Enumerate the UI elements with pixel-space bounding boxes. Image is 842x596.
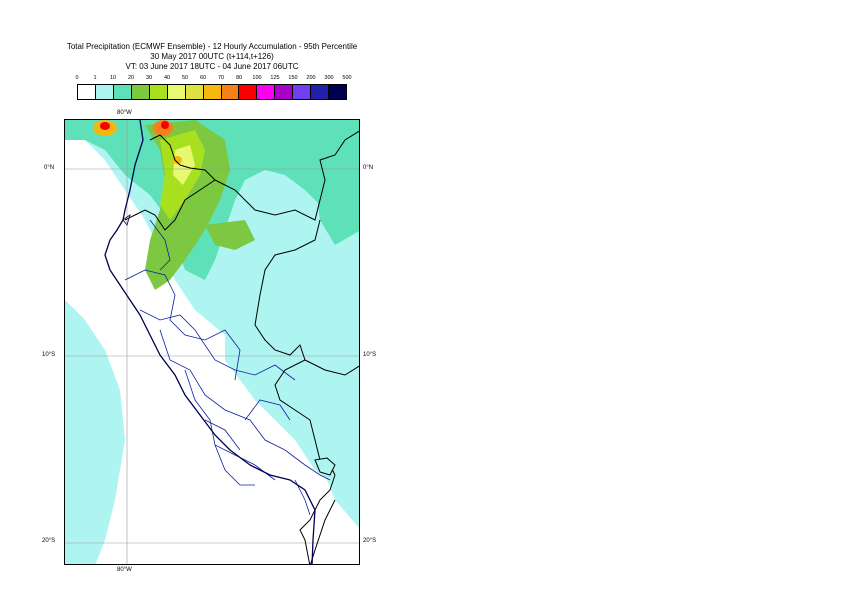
legend-label-12: 150 [288,75,298,81]
lat-label-right-0: 0°N [363,165,374,171]
chart-title: Total Precipitation (ECMWF Ensemble) - 1… [0,42,424,72]
legend-label-2: 10 [109,75,117,81]
legend-label-0: 0 [75,75,79,81]
legend-label-7: 60 [199,75,207,81]
color-legend: 0 1 10 20 30 40 50 60 70 80 100 125 150 200 300 500 [75,75,352,100]
border-peru-colombia [214,130,359,221]
border-peru-brazil [254,219,336,476]
lat-label-left-0: 0°N [44,165,55,171]
precip-core-center [172,156,182,164]
coastline [104,120,316,564]
lon-label-bottom: 80°W [117,567,132,573]
legend-swatch-13 [311,85,330,99]
border-colombia-ecuador [149,134,216,181]
gulf-guayaquil [122,213,131,226]
legend-labels: 0 1 10 20 30 40 50 60 70 80 100 125 150 200 300 500 [75,75,351,84]
legend-label-5: 40 [163,75,171,81]
legend-swatch-4 [149,85,168,99]
legend-swatch-2 [113,85,132,99]
legend-swatch-12 [293,85,312,99]
legend-swatch-1 [95,85,114,99]
border-brazil-bolivia [304,359,359,376]
legend-swatch-7 [203,85,222,99]
precip-shading [65,120,359,564]
lat-label-right-10s: 10°S [363,352,377,358]
lat-label-left-20s: 20°S [42,538,56,544]
precip-core-north-red [161,121,169,129]
legend-color-bar [77,84,347,100]
map-svg [65,120,359,564]
lon-label-top: 80°W [117,110,132,116]
precip-area-20-30-b [205,220,255,250]
legend-label-15: 500 [342,75,352,81]
legend-label-11: 125 [270,75,280,81]
legend-swatch-3 [131,85,150,99]
legend-label-9: 80 [235,75,243,81]
legend-swatch-8 [221,85,240,99]
legend-swatch-10 [257,85,276,99]
admin-boundaries [124,219,331,516]
lake-titicaca [314,457,336,476]
lat-label-right-20s: 20°S [363,538,377,544]
border-peru-bolivia [299,474,336,564]
legend-label-4: 30 [145,75,153,81]
title-line-2: 30 May 2017 00UTC (t+114,t+126) [150,52,274,61]
precip-area-1-10-west [65,300,125,564]
lat-label-left-10s: 10°S [42,352,56,358]
precipitation-map [64,119,360,565]
title-line-3: VT: 03 June 2017 18UTC - 04 June 2017 06… [125,62,299,71]
border-ecuador-peru [124,179,216,231]
legend-label-6: 50 [181,75,189,81]
legend-label-1: 1 [93,75,97,81]
legend-label-10: 100 [252,75,262,81]
legend-swatch-5 [167,85,186,99]
legend-label-14: 300 [324,75,334,81]
legend-label-8: 70 [217,75,225,81]
legend-swatch-9 [239,85,258,99]
legend-swatch-6 [185,85,204,99]
precip-area-40-50 [173,145,195,185]
precip-area-1-10 [65,120,359,528]
title-line-1: Total Precipitation (ECMWF Ensemble) - 1… [66,42,358,51]
legend-label-3: 20 [127,75,135,81]
graticule [65,120,359,564]
precip-area-10-20-b [315,160,359,245]
legend-swatch-0 [78,85,96,99]
legend-swatch-11 [275,85,294,99]
legend-swatch-14 [329,85,347,99]
precip-core-west-red [100,122,110,130]
legend-label-13: 200 [306,75,316,81]
